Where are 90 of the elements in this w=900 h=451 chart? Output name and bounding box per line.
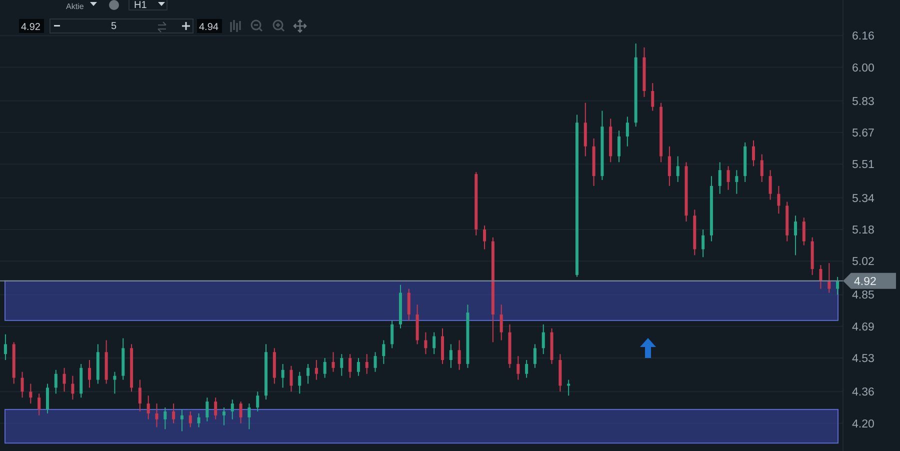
candlestick [542,324,545,355]
candlestick [374,352,377,372]
candlestick [449,344,452,368]
candlestick [626,116,629,147]
candlestick [836,276,840,296]
y-tick-label: 5.02 [852,256,874,268]
candlestick [20,371,24,398]
candlestick [533,344,536,368]
candlestick [432,332,436,355]
candlestick [735,170,738,194]
candlestick [390,320,394,349]
candlestick [651,82,654,112]
candlestick [46,383,49,414]
candlestick [356,358,360,376]
candlestick [365,354,368,374]
candlestick [180,408,184,432]
candlestick [188,410,192,428]
candlestick [164,406,167,430]
candlestick [584,102,587,157]
candlestick [618,130,621,163]
y-tick-label: 5.67 [852,128,874,140]
candlestick [407,288,410,321]
candlestick [676,156,680,182]
candlestick [298,371,302,394]
candlestick [500,304,503,341]
y-tick-label: 4.36 [852,386,874,399]
candlestick [726,166,730,190]
annotation: Aktie [66,2,84,11]
y-tick-label: 6.16 [852,30,874,43]
candlestick [567,379,570,396]
candlestick [290,365,293,392]
candlestick [214,397,218,420]
y-tick-label: 4.20 [852,418,874,430]
candlestick [668,146,671,186]
candlestick [794,215,798,256]
candlestick [323,358,326,378]
candlestick [62,367,66,392]
y-tick-label: 5.18 [852,224,874,236]
candlestick [281,363,284,388]
candlestick [458,340,461,370]
candlestick [248,403,251,430]
candlestick [828,262,831,294]
annotation: H1 [134,0,148,11]
candlestick [332,352,335,372]
ref-line-label: 4.92 [854,276,876,288]
candlestick [768,170,772,200]
candlestick [138,379,142,412]
candlestick [113,371,116,394]
candlestick [222,406,226,426]
candlestick [819,264,822,290]
candlestick [197,412,200,428]
y-tick-label: 6.00 [852,62,874,74]
candlestick [71,375,74,400]
candlestick [483,225,486,250]
candlestick [752,140,755,167]
candlestick [340,354,344,376]
y-tick-label: 4.69 [852,321,874,334]
y-tick-label: 4.53 [852,353,874,366]
y-tick-label: 5.51 [852,159,874,172]
candlestick [382,340,386,364]
candlestick [206,397,209,422]
candlestick [172,403,176,424]
y-tick-label: 5.83 [852,96,874,108]
candlestick [718,162,722,194]
y-tick-label: 4.85 [852,290,874,302]
annotation: 4.92 [21,22,41,33]
candlestick [88,360,92,388]
candlestick [516,356,520,380]
candlestick [702,228,705,258]
candlestick [4,334,7,361]
candlestick [239,401,242,424]
candlestick [146,395,150,420]
y-tick-label: 5.34 [852,192,875,205]
candlestick [155,403,158,428]
candlestick [314,360,318,380]
candlestick [441,328,444,364]
candlestick [29,383,32,404]
annotation: 5 [111,21,117,32]
candlestick [230,399,234,420]
candlestick [256,391,260,412]
candlestick [802,217,806,246]
candlestick [54,369,58,394]
candlestick [348,354,352,378]
candlestick [525,360,528,378]
annotation: 4.94 [199,22,219,33]
candlestick [306,363,310,384]
candlestick [760,154,764,182]
candlestick [424,332,428,355]
candlestick [777,185,780,214]
candlestick [38,393,41,416]
